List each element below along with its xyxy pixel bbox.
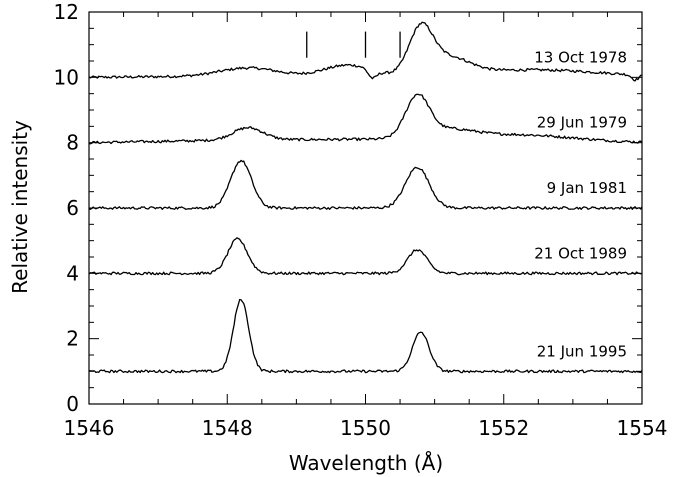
series-line <box>88 93 643 145</box>
y-tick-label: 6 <box>66 196 79 220</box>
y-tick-label: 10 <box>54 65 79 89</box>
y-tick-label: 2 <box>66 327 79 351</box>
x-tick-label: 1552 <box>478 416 529 440</box>
series-label: 29 Jun 1979 <box>537 114 627 132</box>
x-tick-label: 1550 <box>340 416 391 440</box>
y-tick-label: 4 <box>66 261 79 285</box>
axes-layer: 1546 1548 1550 1552 1554 0 2 4 6 8 10 12 <box>54 0 668 440</box>
series-line <box>88 21 643 82</box>
series-label: 21 Oct 1989 <box>534 244 627 262</box>
series-line <box>88 159 643 210</box>
series-layer: 13 Oct 1978 29 Jun 1979 9 Jan 1981 21 Oct 1… <box>88 21 643 374</box>
x-tick-label: 1554 <box>617 416 668 440</box>
series-label: 9 Jan 1981 <box>547 179 627 197</box>
x-tick-label: 1546 <box>64 416 115 440</box>
series-line <box>88 298 643 374</box>
x-tick-label: 1548 <box>202 416 253 440</box>
marker-layer <box>306 31 401 58</box>
y-tick-label: 8 <box>66 131 79 155</box>
series-label: 13 Oct 1978 <box>534 48 627 66</box>
y-axis-title: Relative intensity <box>8 120 32 294</box>
series-label: 21 Jun 1995 <box>537 342 627 360</box>
series-line <box>88 237 643 276</box>
x-axis-title: Wavelength (Å) <box>289 451 443 475</box>
y-tick-label: 0 <box>66 392 79 416</box>
y-tick-label: 12 <box>54 0 79 24</box>
